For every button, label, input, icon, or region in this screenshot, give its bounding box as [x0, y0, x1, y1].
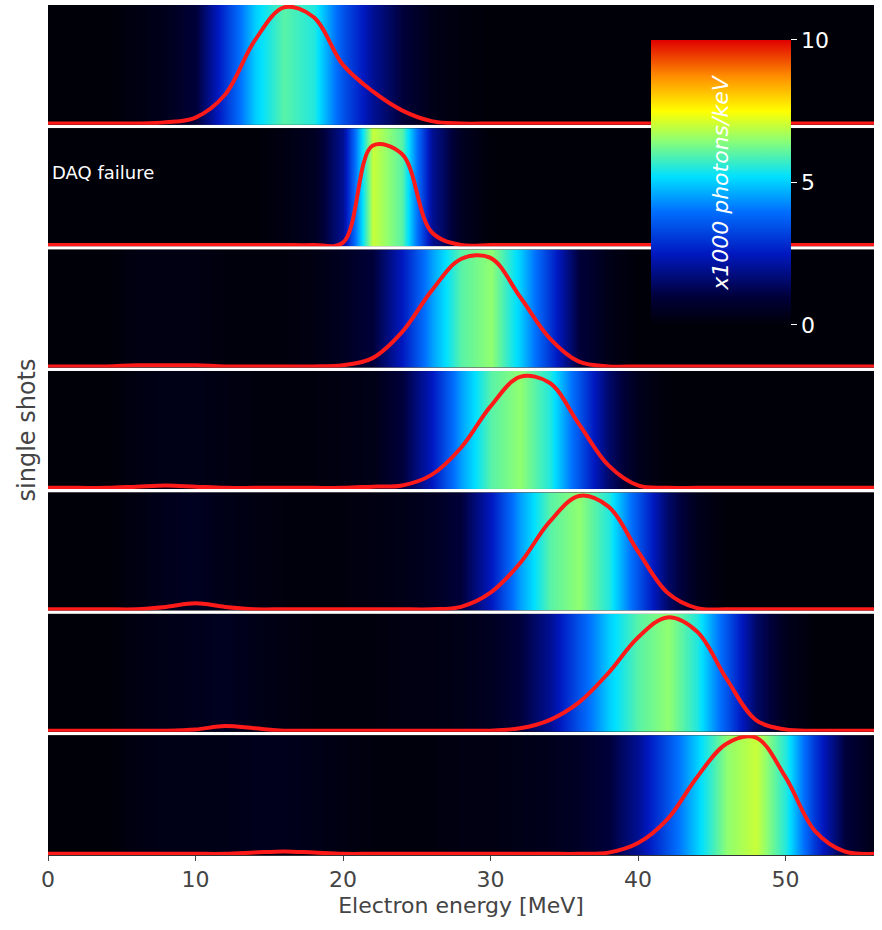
svg-text:10: 10	[801, 28, 829, 53]
svg-text:10: 10	[182, 867, 210, 892]
svg-text:50: 50	[772, 867, 800, 892]
svg-text:DAQ failure: DAQ failure	[52, 162, 154, 183]
svg-text:0: 0	[801, 313, 815, 338]
svg-text:20: 20	[329, 867, 357, 892]
svg-text:Electron energy [MeV]: Electron energy [MeV]	[338, 893, 584, 918]
svg-text:x1000 photons/keV: x1000 photons/keV	[708, 74, 733, 291]
svg-text:0: 0	[41, 867, 55, 892]
svg-text:30: 30	[477, 867, 505, 892]
svg-text:single shots: single shots	[13, 359, 41, 502]
svg-text:40: 40	[624, 867, 652, 892]
svg-text:5: 5	[801, 170, 815, 195]
